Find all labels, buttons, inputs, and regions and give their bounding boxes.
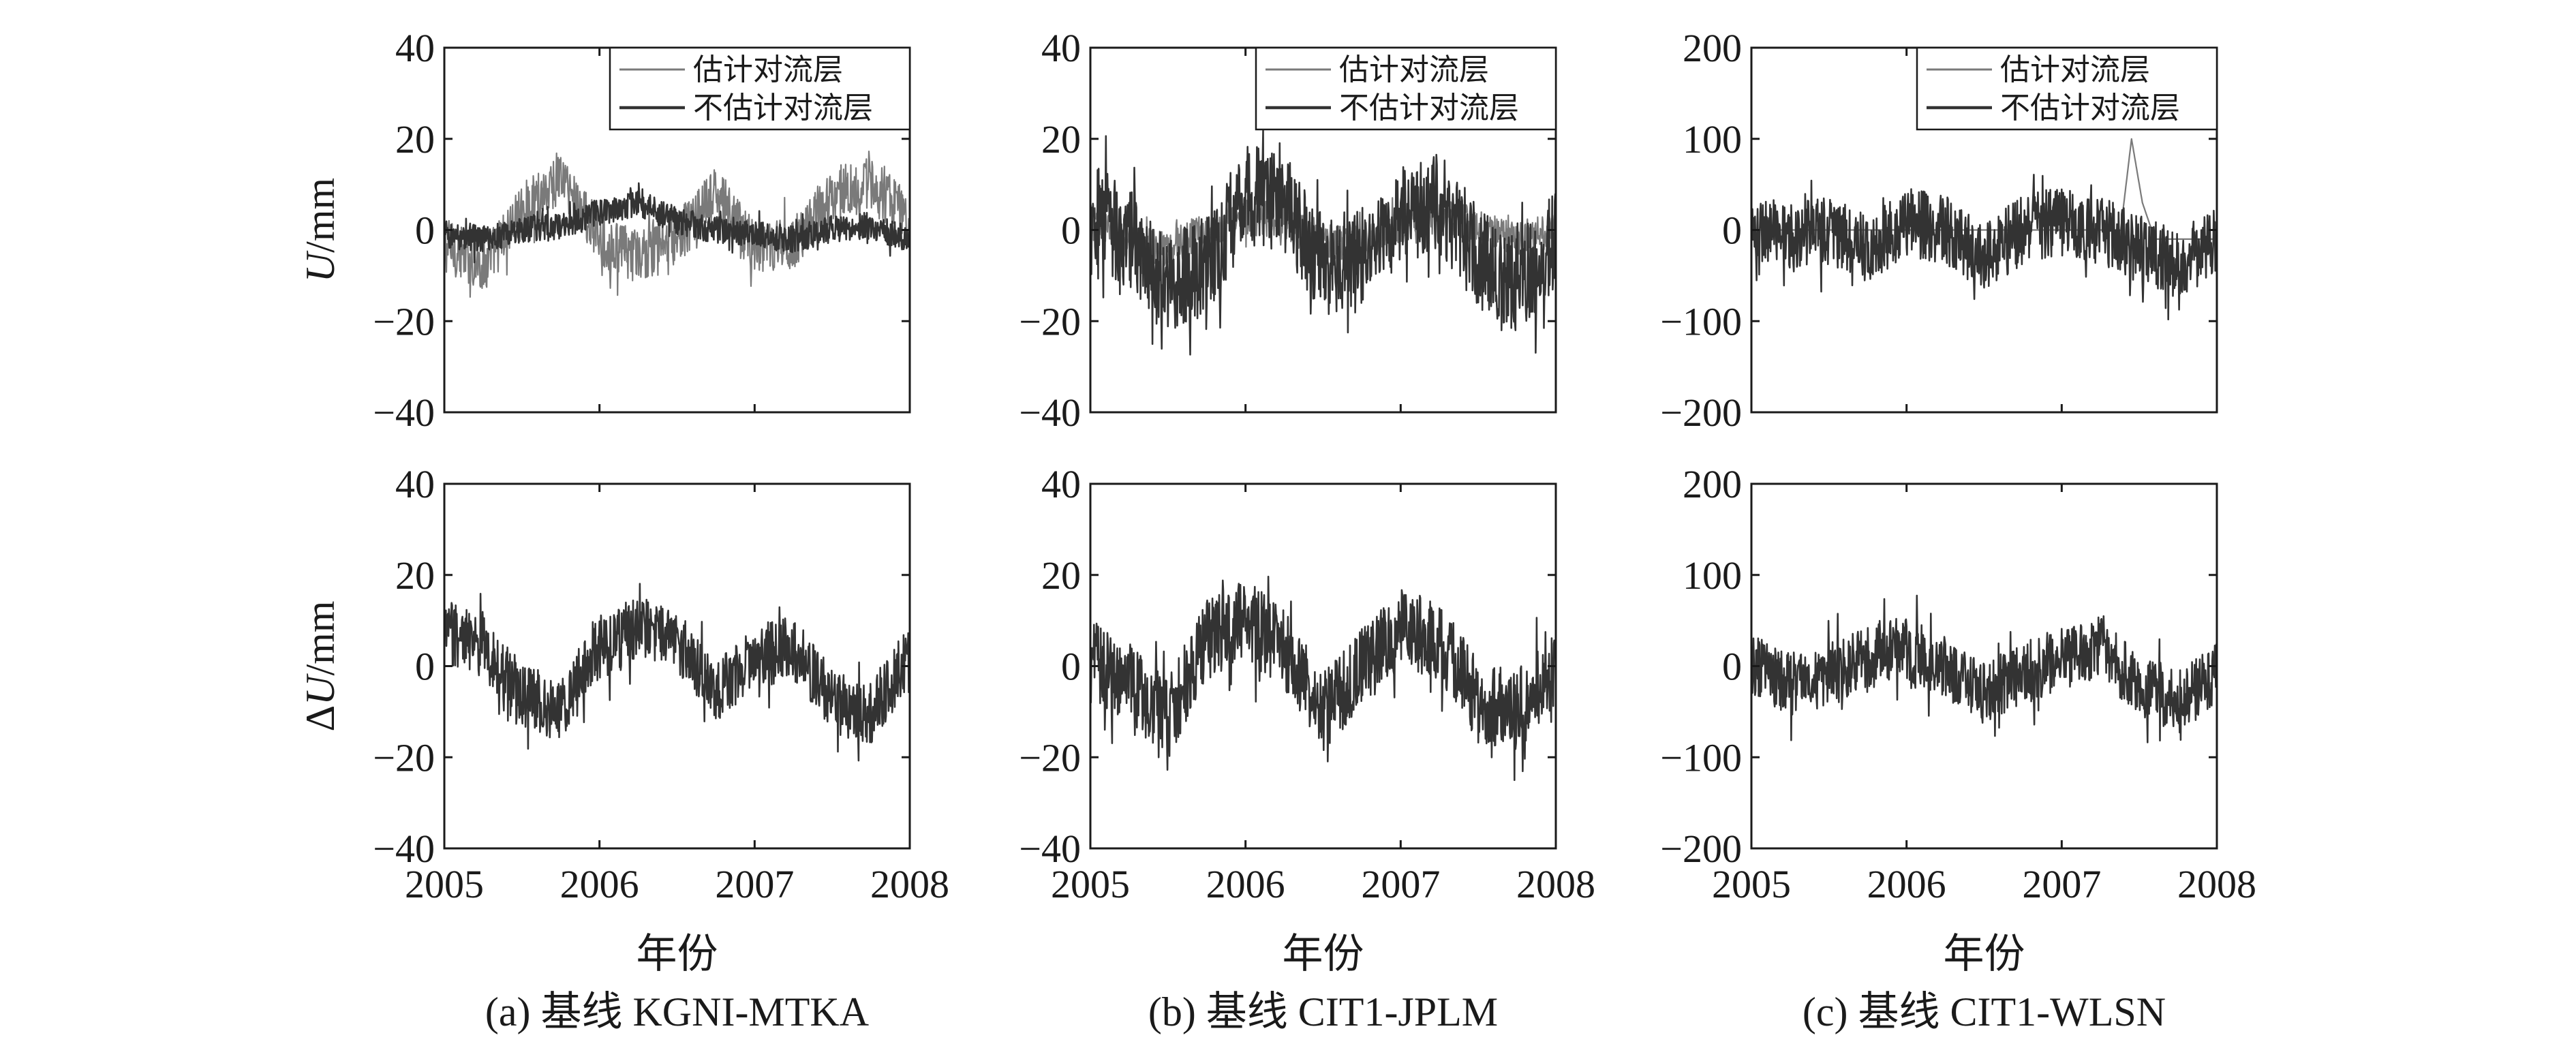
x-tick-label: 2006	[1206, 862, 1285, 906]
y-tick-label: 0	[1722, 209, 1742, 253]
legend-box	[609, 46, 911, 131]
y-tick-label: 40	[1041, 462, 1081, 506]
series-group	[444, 151, 910, 298]
legend-entry-label: 不估计对流层	[2000, 91, 2180, 125]
y-tick-label: −20	[1019, 735, 1081, 780]
series-group	[1751, 138, 2217, 321]
y-tick-label: 0	[1722, 645, 1742, 689]
panel-caption: (b) 基线 CIT1-JPLM	[1148, 989, 1498, 1034]
y-tick-label: 20	[395, 553, 435, 598]
y-tick-label: 100	[1683, 553, 1742, 598]
series-line-delta	[444, 583, 910, 762]
legend-box	[1916, 46, 2218, 131]
y-tick-label: 100	[1683, 117, 1742, 161]
series-line-not-estimated	[444, 182, 910, 264]
y-tick-label: −20	[373, 299, 435, 343]
y-tick-label: −40	[1019, 390, 1081, 435]
legend-entry-label: 不估计对流层	[693, 91, 873, 125]
x-tick-label: 2008	[1516, 862, 1595, 906]
y-tick-label: −100	[1660, 299, 1742, 343]
panel-caption: (a) 基线 KGNI-MTKA	[485, 989, 869, 1034]
series-line-delta	[1751, 594, 2217, 743]
y-tick-label: −100	[1660, 735, 1742, 780]
series-group	[1090, 575, 1556, 781]
x-tick-label: 2007	[2022, 862, 2101, 906]
y-tick-label: 20	[1041, 553, 1081, 598]
x-tick-label: 2007	[715, 862, 794, 906]
y-tick-label: 40	[1041, 26, 1081, 70]
y-tick-label: −200	[1660, 390, 1742, 435]
legend-entry-label: 不估计对流层	[1339, 91, 1519, 125]
y-tick-label: 200	[1683, 462, 1742, 506]
x-tick-label: 2005	[1051, 862, 1130, 906]
x-axis-label: 年份	[637, 930, 718, 978]
y-tick-label: −40	[373, 390, 435, 435]
x-axis-label: 年份	[1283, 930, 1364, 978]
y-tick-label: 40	[395, 462, 435, 506]
y-tick-label: −40	[1019, 827, 1081, 871]
y-tick-label: −40	[373, 827, 435, 871]
y-tick-label: −200	[1660, 827, 1742, 871]
panel-caption: (c) 基线 CIT1-WLSN	[1803, 989, 2166, 1034]
legend-box	[1255, 46, 1557, 131]
plot-frame	[1089, 482, 1557, 850]
y-axis-label: ΔU/mm	[298, 601, 343, 732]
y-tick-label: 0	[415, 209, 435, 253]
x-tick-label: 2007	[1361, 862, 1440, 906]
y-tick-label: 0	[1061, 645, 1081, 689]
legend-entry-label: 估计对流层	[2000, 52, 2150, 87]
y-tick-label: 0	[415, 645, 435, 689]
series-group	[1751, 594, 2217, 743]
x-tick-label: 2006	[1867, 862, 1946, 906]
y-tick-label: 40	[395, 26, 435, 70]
y-tick-label: 20	[1041, 117, 1081, 161]
y-tick-label: −20	[373, 735, 435, 780]
series-line-delta	[1090, 575, 1556, 781]
x-tick-label: 2006	[560, 862, 639, 906]
y-axis-label: U/mm	[298, 178, 343, 282]
legend-entry-label: 估计对流层	[1339, 52, 1489, 87]
y-tick-label: −20	[1019, 299, 1081, 343]
y-tick-label: 20	[395, 117, 435, 161]
series-line-not-estimated	[1751, 173, 2217, 321]
x-tick-label: 2008	[2177, 862, 2256, 906]
series-group	[1090, 129, 1556, 356]
series-line-not-estimated	[1090, 129, 1556, 356]
y-tick-label: 0	[1061, 209, 1081, 253]
x-tick-label: 2005	[1712, 862, 1791, 906]
legend-entry-label: 估计对流层	[693, 52, 843, 87]
x-axis-label: 年份	[1944, 930, 2025, 978]
x-tick-label: 2008	[870, 862, 949, 906]
x-tick-label: 2005	[405, 862, 484, 906]
y-tick-label: 200	[1683, 26, 1742, 70]
series-group	[444, 583, 910, 762]
